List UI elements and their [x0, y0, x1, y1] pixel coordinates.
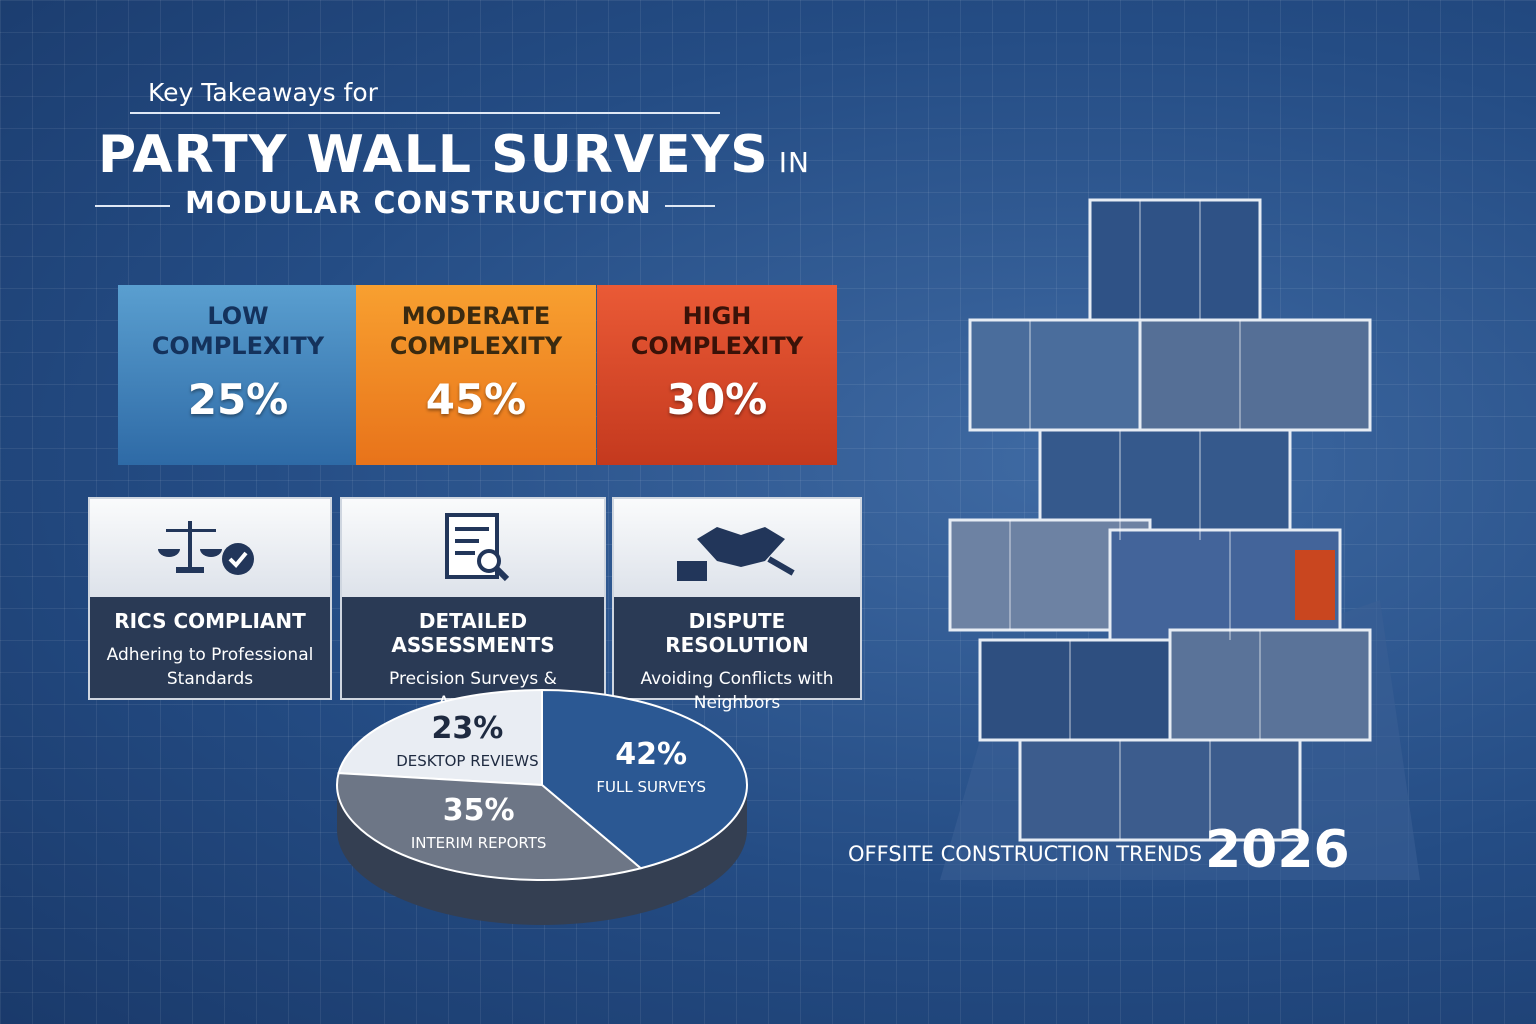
- slice-value: 42%: [615, 737, 687, 772]
- slice-value: 35%: [443, 793, 515, 828]
- icon-area: [342, 499, 604, 597]
- icon-area: [614, 499, 860, 597]
- feature-text: Adhering to Professional Standards: [106, 645, 314, 689]
- slice-label: DESKTOP REVIEWS: [396, 752, 538, 770]
- complexity-card: LOW COMPLEXITY 25%: [118, 285, 358, 465]
- slice-value: 23%: [432, 711, 504, 746]
- pie-chart: 23% DESKTOP REVIEWS 42% FULL SURVEYS 35% INTE…: [336, 688, 748, 925]
- building-illustration: [940, 198, 1420, 880]
- kicker: Key Takeaways for: [148, 78, 378, 107]
- rule: [130, 112, 720, 114]
- complexity-card: MODERATE COMPLEXITY 45%: [356, 285, 596, 465]
- complexity-value: 30%: [666, 375, 768, 424]
- title-text: PARTY WALL SURVEYS: [98, 125, 769, 185]
- pie-slice: [541, 688, 748, 870]
- scale-icon: [158, 521, 254, 575]
- feature-title: RICS COMPLIANT: [114, 609, 306, 633]
- pie-slice: [337, 688, 543, 787]
- complexity-value: 25%: [187, 375, 289, 424]
- slice-label: FULL SURVEYS: [596, 778, 706, 796]
- rule: [95, 205, 170, 207]
- feature-title: DETAILED ASSESSMENTS: [391, 609, 555, 657]
- feature-card: RICS COMPLIANT Adhering to Professional …: [88, 497, 332, 700]
- feature-title: DISPUTE RESOLUTION: [665, 609, 809, 657]
- complexity-label: LOW COMPLEXITY: [151, 302, 325, 360]
- icon-area: [90, 499, 330, 597]
- footer-text: OFFSITE CONSTRUCTION TRENDS: [848, 842, 1203, 866]
- pie-slice: [336, 772, 643, 881]
- feature-card: DISPUTE RESOLUTION Avoiding Conflicts wi…: [612, 497, 862, 713]
- complexity-label: MODERATE COMPLEXITY: [389, 302, 563, 360]
- slice-label: INTERIM REPORTS: [411, 834, 547, 852]
- footer-year: 2026: [1205, 820, 1350, 880]
- title-suffix: IN: [778, 146, 810, 179]
- title: PARTY WALL SURVEYS IN: [98, 125, 810, 185]
- rule: [665, 205, 715, 207]
- complexity-card: HIGH COMPLEXITY 30%: [597, 285, 837, 465]
- handshake-icon: [677, 527, 795, 581]
- complexity-label: HIGH COMPLEXITY: [630, 302, 804, 360]
- subtitle: MODULAR CONSTRUCTION: [185, 186, 652, 221]
- feature-card: DETAILED ASSESSMENTS Precision Surveys &…: [340, 497, 606, 713]
- document-icon: [445, 513, 510, 582]
- complexity-value: 45%: [425, 375, 527, 424]
- feature-text: Avoiding Conflicts with Neighbors: [640, 669, 834, 713]
